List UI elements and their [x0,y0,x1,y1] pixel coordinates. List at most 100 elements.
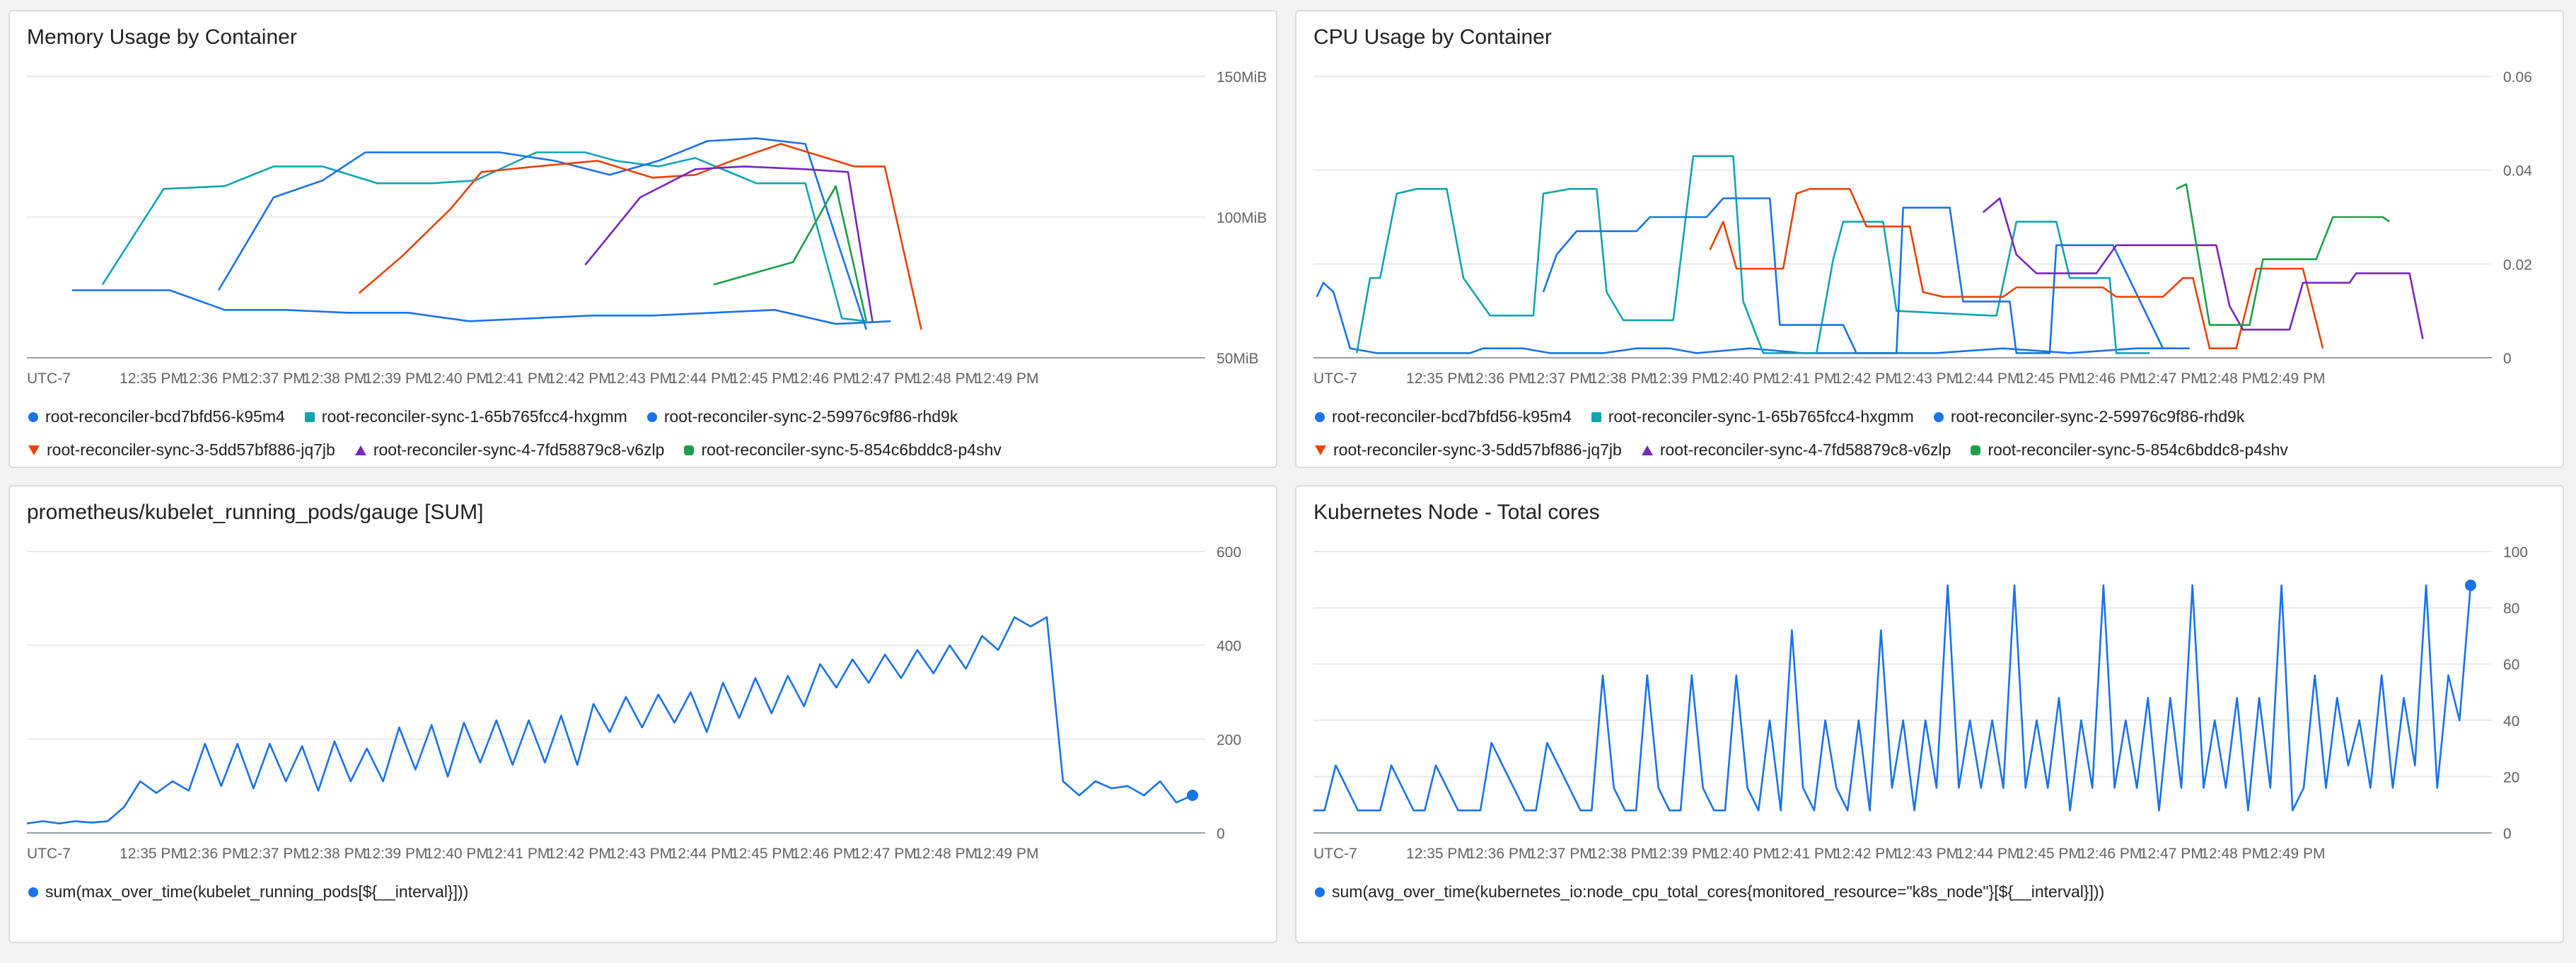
series-line [358,143,922,330]
series-line [1313,584,2472,812]
triangle-up-marker-icon [1641,445,1653,455]
legend-item[interactable]: root-reconciler-sync-1-65b765fcc4-hxgmm [304,407,627,426]
rounded-square-marker-icon [1971,445,1981,455]
x-tick-label: 12:43 PM [608,370,672,387]
y-tick-label: 100MiB [1217,210,1267,226]
x-tick-label: 12:48 PM [2200,370,2264,387]
y-tick-label: 0 [2503,351,2512,367]
x-tick-label: 12:41 PM [1773,370,1836,387]
x-tick-label: 12:49 PM [2262,846,2326,862]
x-tick-label: 12:37 PM [1528,370,1592,387]
x-tick-label: 12:44 PM [670,846,733,862]
timezone-label: UTC-7 [1313,846,1357,862]
x-tick-label: 12:37 PM [1528,846,1592,862]
x-tick-label: 12:41 PM [486,370,550,387]
series-line [101,151,867,322]
x-tick-label: 12:38 PM [303,846,366,862]
x-tick-label: 12:47 PM [853,846,917,862]
x-tick-label: 12:46 PM [2078,370,2142,387]
legend-label: root-reconciler-sync-2-59976c9f86-rhd9k [1950,407,2245,426]
y-tick-label: 0.06 [2503,69,2532,86]
panel-title: CPU Usage by Container [1313,25,1552,49]
y-tick-label: 100 [2503,544,2528,561]
y-tick-label: 0 [2503,826,2512,842]
rounded-square-marker-icon [684,445,695,455]
timezone-label: UTC-7 [27,370,71,387]
x-tick-label: 12:42 PM [1834,370,1898,387]
x-tick-label: 12:36 PM [180,846,244,862]
x-tick-label: 12:48 PM [914,370,977,387]
x-tick-label: 12:48 PM [914,846,977,862]
x-tick-label: 12:40 PM [1712,370,1775,387]
legend-label: root-reconciler-sync-1-65b765fcc4-hxgmm [1608,407,1914,426]
node-total-cores-panel: Kubernetes Node - Total cores 0 20 40 60 80 1… [1295,485,2564,943]
legend-label: root-reconciler-sync-3-5dd57bf886-jq7jb [47,440,335,459]
legend-label: root-reconciler-sync-4-7fd58879c8-v6zlp [373,440,665,459]
x-tick-label: 12:42 PM [1834,846,1898,862]
chart-legend: sum(max_over_time(kubelet_running_pods[$… [28,882,468,916]
legend-item[interactable]: root-reconciler-sync-4-7fd58879c8-v6zlp [354,440,665,460]
legend-item[interactable]: root-reconciler-sync-1-65b765fcc4-hxgmm [1591,407,1914,426]
legend-item[interactable]: root-reconciler-sync-5-854c6bddc8-p4shv [684,440,1002,460]
x-tick-label: 12:49 PM [975,370,1039,387]
series-line [1709,187,2324,350]
running-pods-panel: prometheus/kubelet_running_pods/gauge [S… [8,485,1277,943]
series-line [1542,197,2190,354]
legend-item[interactable]: sum(avg_over_time(kubernetes_io:node_cpu… [1315,882,2104,901]
x-tick-label: 12:37 PM [242,370,306,387]
y-tick-label: 0.02 [2503,257,2532,273]
x-tick-label: 12:40 PM [1712,846,1775,862]
series-line [584,165,874,322]
x-tick-label: 12:47 PM [2140,370,2203,387]
circle-marker-icon [28,887,38,897]
legend-item[interactable]: sum(max_over_time(kubelet_running_pods[$… [28,882,468,901]
legend-item[interactable]: root-reconciler-sync-4-7fd58879c8-v6zlp [1641,440,1951,460]
x-tick-label: 12:38 PM [1589,370,1653,387]
y-tick-label: 60 [2503,657,2519,673]
circle-marker-icon [28,412,38,422]
square-marker-icon [1591,412,1601,422]
legend-item[interactable]: root-reconciler-sync-5-854c6bddc8-p4shv [1971,440,2288,460]
x-tick-label: 12:47 PM [853,370,917,387]
legend-item[interactable]: root-reconciler-sync-3-5dd57bf886-jq7jb [28,440,335,460]
legend-item[interactable]: root-reconciler-sync-3-5dd57bf886-jq7jb [1315,440,1622,460]
series-end-point [1187,789,1198,801]
y-tick-label: 50MiB [1217,351,1259,367]
x-tick-label: 12:46 PM [791,846,855,862]
legend-item[interactable]: root-reconciler-bcd7bfd56-k95m4 [28,407,285,426]
timezone-label: UTC-7 [1313,370,1357,387]
legend-label: root-reconciler-sync-5-854c6bddc8-p4shv [701,440,1002,459]
x-tick-label: 12:47 PM [2140,846,2203,862]
cpu-usage-panel: CPU Usage by Container 0 0.02 0.04 0.06 12:3… [1295,10,2564,468]
x-tick-label: 12:42 PM [547,846,611,862]
y-tick-label: 20 [2503,769,2519,786]
triangle-down-marker-icon [28,445,40,455]
legend-item[interactable]: root-reconciler-bcd7bfd56-k95m4 [1315,407,1572,426]
x-tick-label: 12:36 PM [180,370,244,387]
chart-legend: root-reconciler-bcd7bfd56-k95m4 root-rec… [1315,407,2288,467]
x-tick-label: 12:38 PM [1589,846,1653,862]
y-tick-label: 400 [1217,638,1241,655]
x-tick-label: 12:39 PM [1651,370,1715,387]
x-tick-label: 12:35 PM [120,370,183,387]
legend-item[interactable]: root-reconciler-sync-2-59976c9f86-rhd9k [1933,407,2245,426]
x-tick-label: 12:43 PM [608,846,672,862]
x-tick-label: 12:39 PM [364,370,428,387]
triangle-down-marker-icon [1315,445,1326,455]
legend-label: root-reconciler-sync-2-59976c9f86-rhd9k [663,407,958,426]
x-tick-label: 12:45 PM [731,370,794,387]
legend-label: root-reconciler-bcd7bfd56-k95m4 [1332,407,1572,426]
x-tick-label: 12:40 PM [425,370,489,387]
series-end-point [2465,579,2476,591]
legend-item[interactable]: root-reconciler-sync-2-59976c9f86-rhd9k [646,407,958,426]
x-tick-label: 12:39 PM [1651,846,1715,862]
y-tick-label: 0 [1217,826,1225,842]
triangle-up-marker-icon [354,445,366,455]
x-tick-label: 12:46 PM [791,370,855,387]
circle-marker-icon [1315,887,1325,897]
legend-label: sum(max_over_time(kubelet_running_pods[$… [45,882,469,901]
